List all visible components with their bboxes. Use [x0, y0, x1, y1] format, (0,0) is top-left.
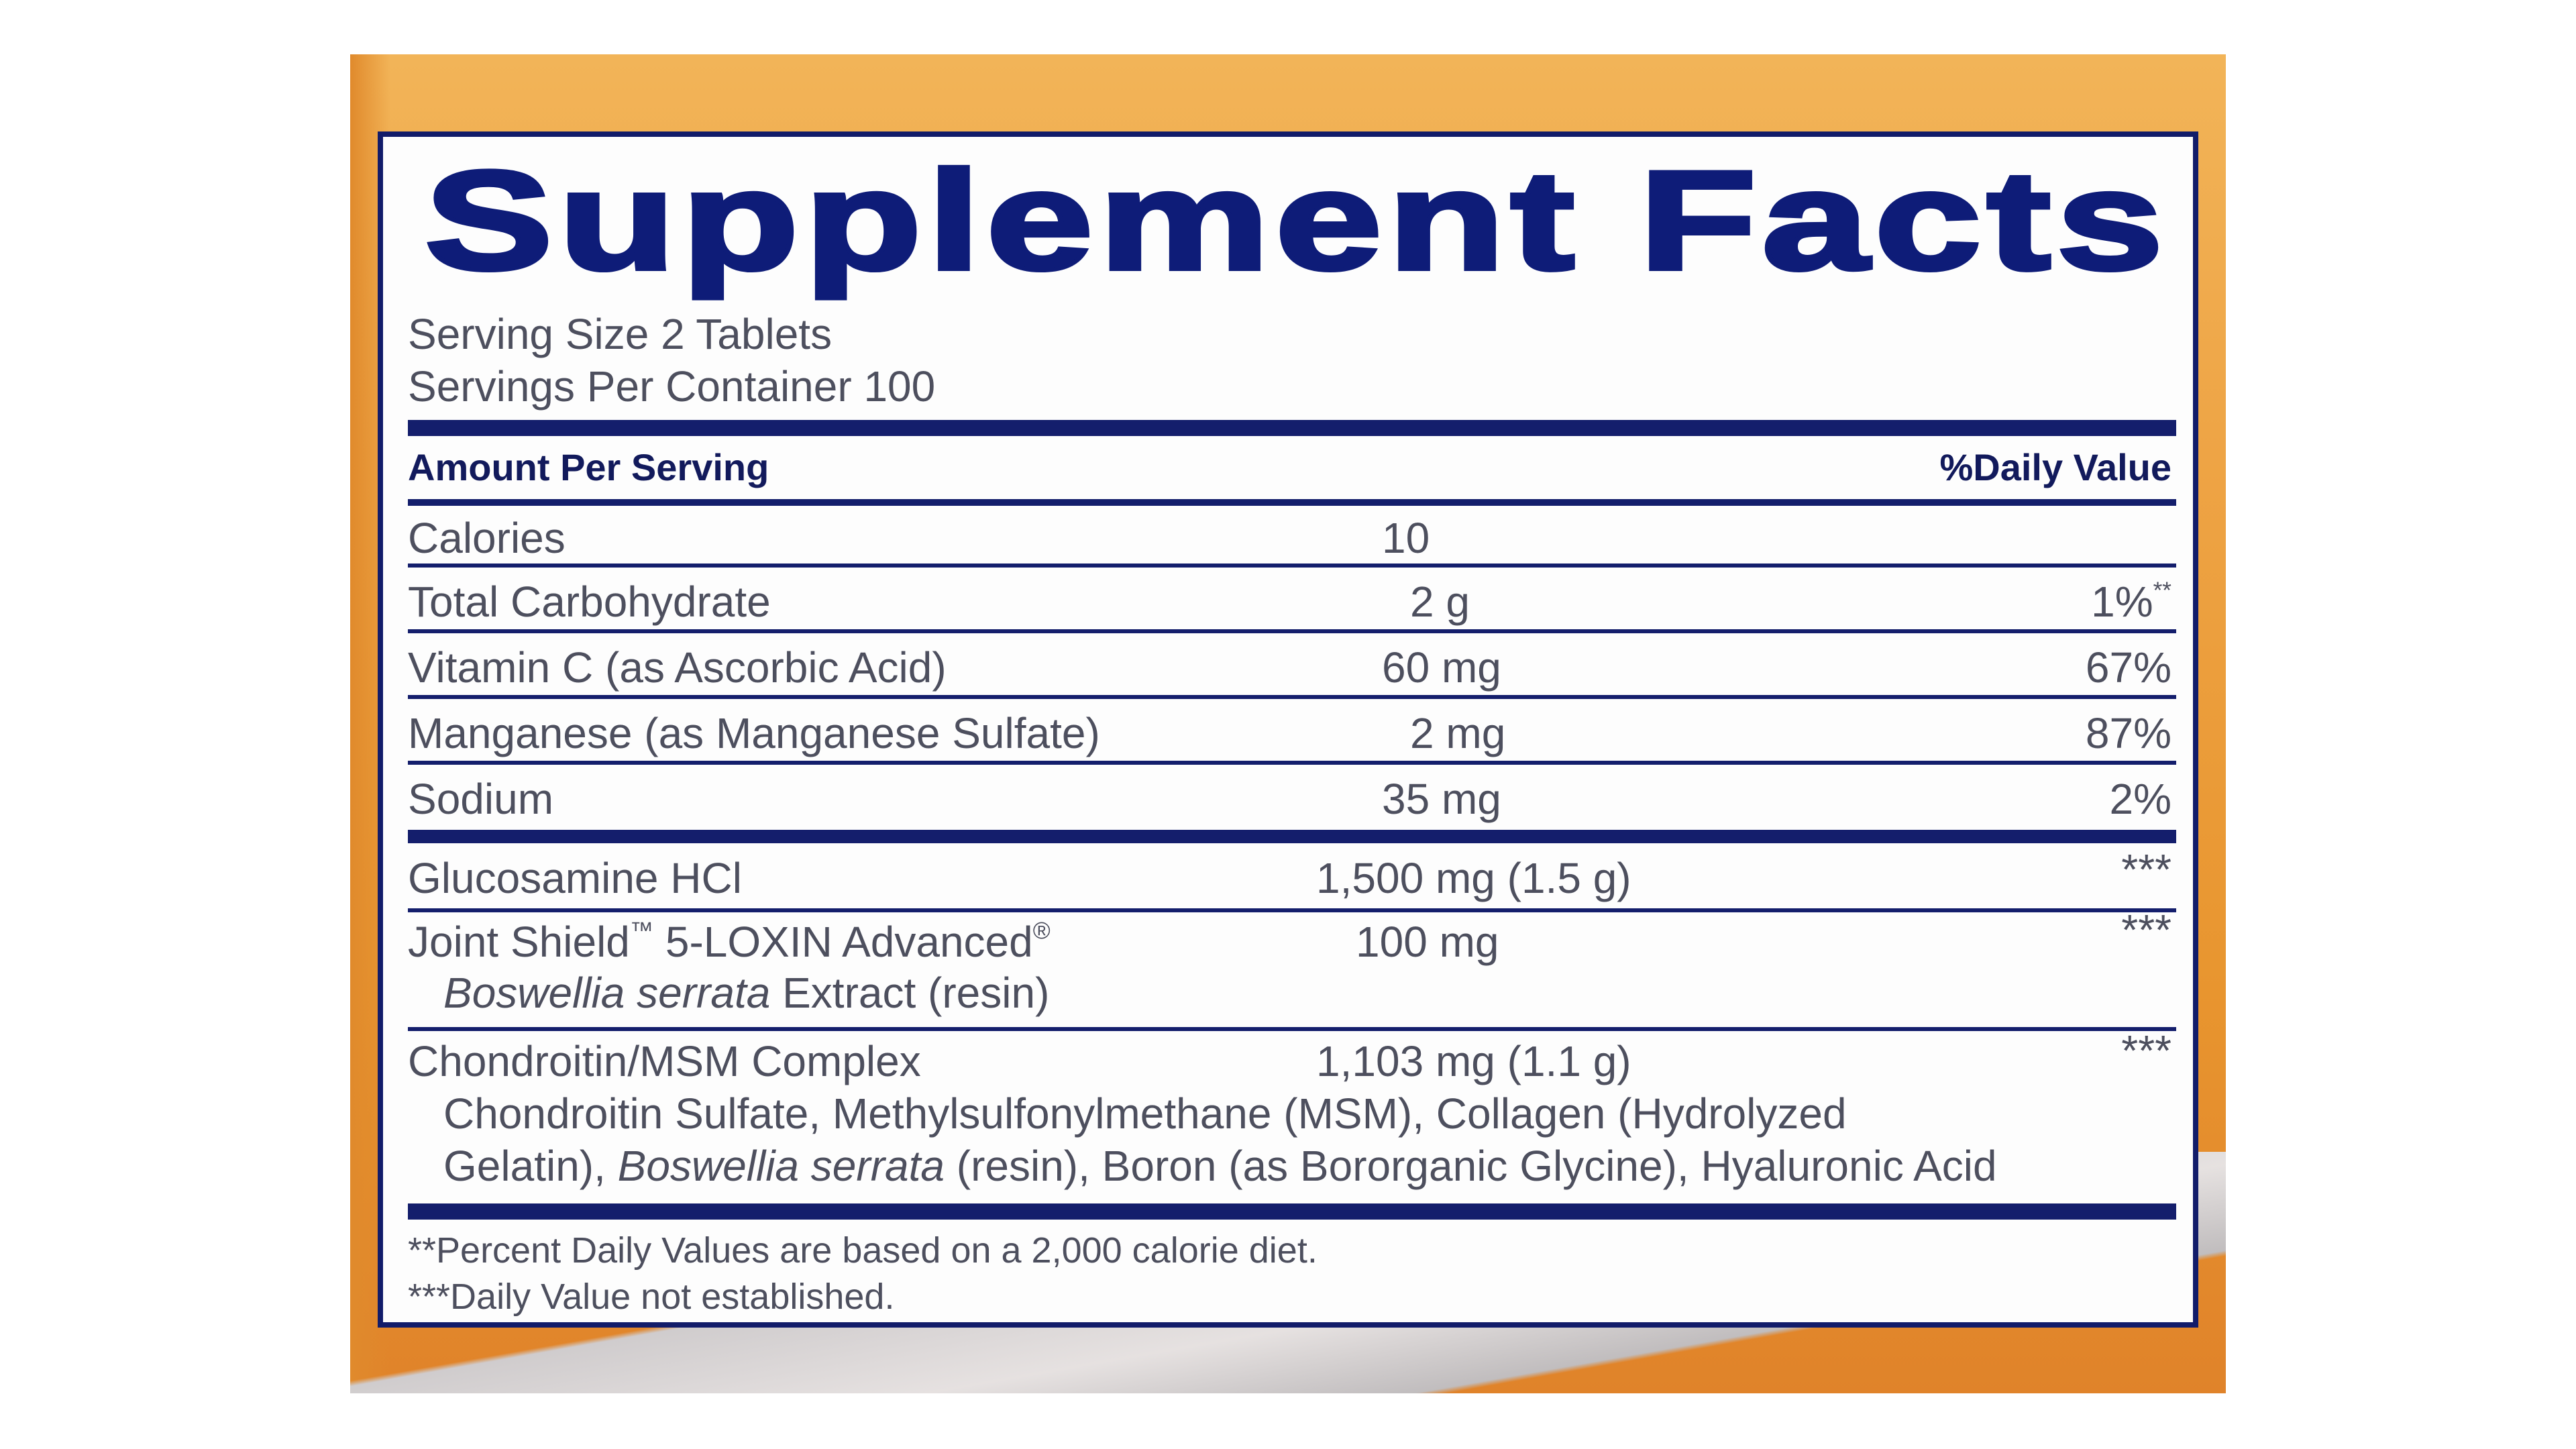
complex-components-line: Chondroitin Sulfate, Methylsulfonylmetha…	[443, 1089, 1847, 1138]
species-name: Boswellia serrata	[443, 969, 771, 1017]
nutrient-name: Total Carbohydrate	[408, 578, 771, 626]
ingredient-source: Boswellia serrata Extract (resin)	[443, 971, 1049, 1014]
nutrient-name: Sodium	[408, 775, 553, 823]
daily-value: 1%**	[2091, 578, 2171, 626]
footnote-mark: **	[2153, 578, 2171, 604]
footnote-not-established: ***Daily Value not established.	[408, 1277, 895, 1317]
ingredient-name: Joint Shield™ 5-LOXIN Advanced®	[408, 918, 1051, 966]
nutrient-amount: 2 mg	[1410, 709, 1506, 757]
nutrient-amount: 60 mg	[1382, 643, 1501, 692]
daily-value: 67%	[2085, 643, 2171, 692]
divider	[408, 629, 2176, 633]
divider	[408, 1203, 2176, 1220]
amount-per-serving-header: Amount Per Serving	[408, 446, 769, 488]
serving-size: Serving Size 2 Tablets	[408, 310, 833, 358]
servings-per-container: Servings Per Container 100	[408, 362, 936, 411]
component-text: Gelatin),	[443, 1142, 618, 1190]
daily-value: 2%	[2109, 775, 2172, 823]
nutrient-name: Vitamin C (as Ascorbic Acid)	[408, 643, 947, 692]
species-name: Boswellia serrata	[617, 1142, 945, 1190]
ingredient-name-part: 5-LOXIN Advanced	[653, 918, 1033, 966]
ingredient-amount: 1,500 mg (1.5 g)	[1316, 854, 1631, 902]
footnote-percent-dv: **Percent Daily Values are based on a 2,…	[408, 1230, 1318, 1271]
nutrient-amount: 2 g	[1410, 578, 1470, 626]
ingredient-amount: 100 mg	[1356, 918, 1499, 966]
divider	[408, 420, 2176, 436]
panel-title: Supplement Facts	[422, 142, 2169, 299]
nutrient-name: Calories	[408, 514, 566, 562]
trademark-mark: ™	[629, 918, 654, 944]
divider	[408, 564, 2176, 568]
divider	[408, 1027, 2176, 1031]
divider	[408, 499, 2176, 506]
divider	[408, 695, 2176, 699]
daily-value: 87%	[2085, 709, 2171, 757]
divider	[408, 830, 2176, 843]
supplement-facts-panel: Supplement Facts Serving Size 2 Tablets …	[378, 131, 2198, 1328]
nutrient-amount: 35 mg	[1382, 775, 1501, 823]
source-detail: Extract (resin)	[770, 969, 1050, 1017]
registered-mark: ®	[1032, 918, 1051, 944]
daily-value-header: %Daily Value	[1939, 446, 2171, 488]
daily-value: ***	[2121, 1026, 2171, 1075]
daily-value-percent: 1%	[2091, 578, 2153, 626]
nutrient-amount: 10	[1382, 514, 1430, 562]
component-text: (resin), Boron (as Bororganic Glycine), …	[944, 1142, 1997, 1190]
nutrient-name: Manganese (as Manganese Sulfate)	[408, 709, 1100, 757]
daily-value: ***	[2121, 906, 2171, 954]
divider	[408, 761, 2176, 765]
ingredient-name-part: Joint Shield	[408, 918, 630, 966]
complex-components-line: Gelatin), Boswellia serrata (resin), Bor…	[443, 1144, 1997, 1187]
ingredient-amount: 1,103 mg (1.1 g)	[1316, 1037, 1631, 1085]
ingredient-name: Chondroitin/MSM Complex	[408, 1037, 921, 1085]
daily-value: ***	[2121, 845, 2171, 894]
divider	[408, 908, 2176, 912]
ingredient-name: Glucosamine HCl	[408, 854, 742, 902]
